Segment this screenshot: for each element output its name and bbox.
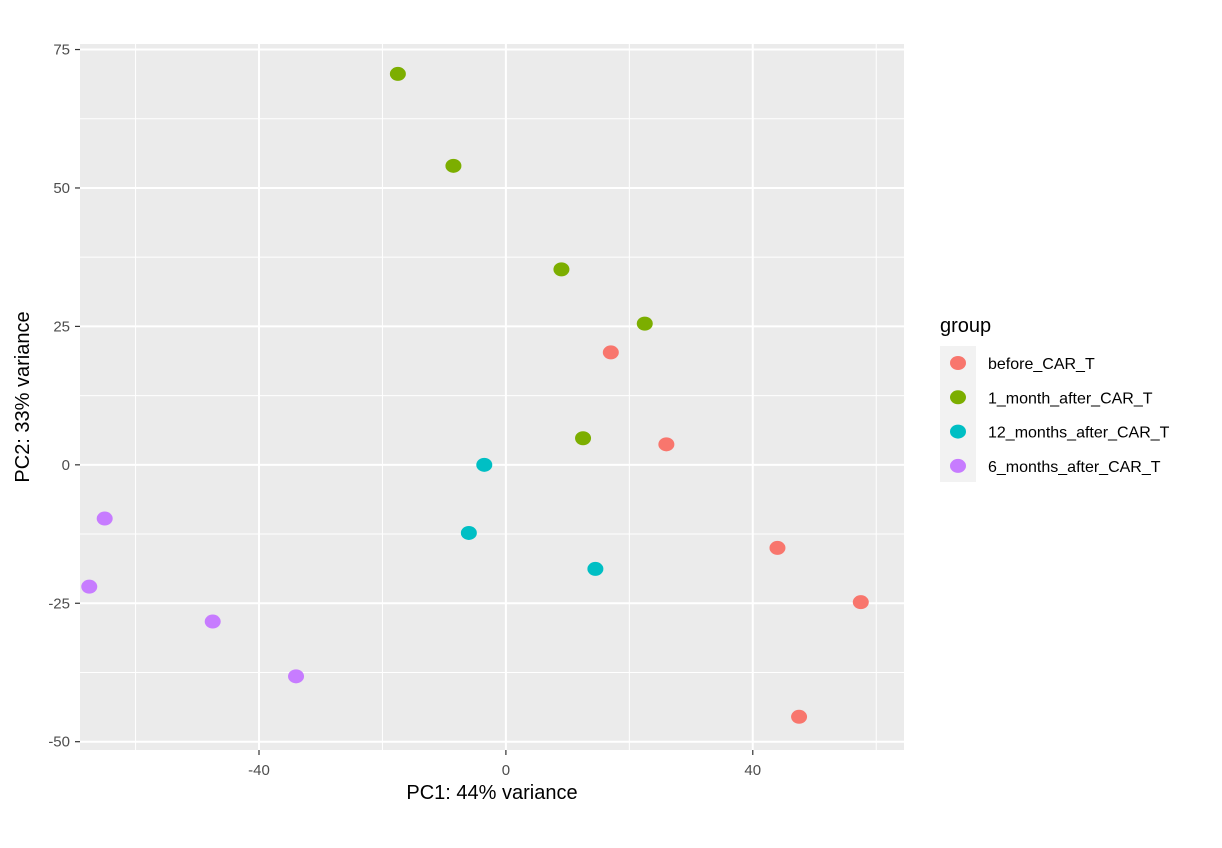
legend-label-6_months_after_CAR_T: 6_months_after_CAR_T [988,459,1161,476]
data-point-before_CAR_T [852,595,869,610]
data-point-1_month_after_CAR_T [445,158,462,173]
data-point-6_months_after_CAR_T [81,579,98,594]
data-point-before_CAR_T [791,709,808,724]
data-point-1_month_after_CAR_T [575,431,592,446]
data-point-6_months_after_CAR_T [204,614,221,629]
legend-key-6_months_after_CAR_T [950,458,966,473]
y-tick-label: 50 [53,180,70,197]
legend-key-12_months_after_CAR_T [950,424,966,439]
grid-major [80,44,904,750]
data-point-before_CAR_T [658,437,675,452]
y-axis-title: PC2: 33% variance [12,311,34,482]
data-point-12_months_after_CAR_T [587,561,604,576]
grid-minor [80,44,904,750]
data-point-before_CAR_T [602,345,619,360]
x-tick-label: 0 [502,762,510,779]
data-point-1_month_after_CAR_T [636,316,653,331]
data-point-6_months_after_CAR_T [288,669,305,684]
data-point-6_months_after_CAR_T [96,511,113,526]
data-point-12_months_after_CAR_T [476,457,493,472]
x-axis-title: PC1: 44% variance [406,782,577,804]
y-tick-label: 0 [62,457,70,474]
data-point-1_month_after_CAR_T [389,66,406,81]
data-point-before_CAR_T [769,540,786,555]
y-axis: -50 -25 0 25 50 75 [48,42,80,751]
legend-label-1_month_after_CAR_T: 1_month_after_CAR_T [988,390,1153,407]
data-point-1_month_after_CAR_T [553,262,570,277]
y-tick-label: 25 [53,318,70,335]
y-tick-label: -25 [48,595,70,612]
x-tick-label: -40 [248,762,270,779]
legend-key-1_month_after_CAR_T [950,390,966,405]
data-point-12_months_after_CAR_T [460,525,477,540]
legend-title: group [940,315,991,337]
y-tick-label: -50 [48,734,70,751]
legend-items: before_CAR_T 1_month_after_CAR_T 12_months… [950,356,1170,476]
x-tick-label: 40 [744,762,761,779]
x-axis: -40 0 40 [248,750,761,779]
data-points [81,66,869,724]
y-tick-label: 75 [53,42,70,59]
legend-key-before_CAR_T [950,356,966,370]
legend: group before_CAR_T 1_month_after_CAR_T 12_… [940,315,1170,482]
panel-background [80,44,904,750]
legend-label-before_CAR_T: before_CAR_T [988,356,1095,373]
legend-label-12_months_after_CAR_T: 12_months_after_CAR_T [988,425,1170,442]
